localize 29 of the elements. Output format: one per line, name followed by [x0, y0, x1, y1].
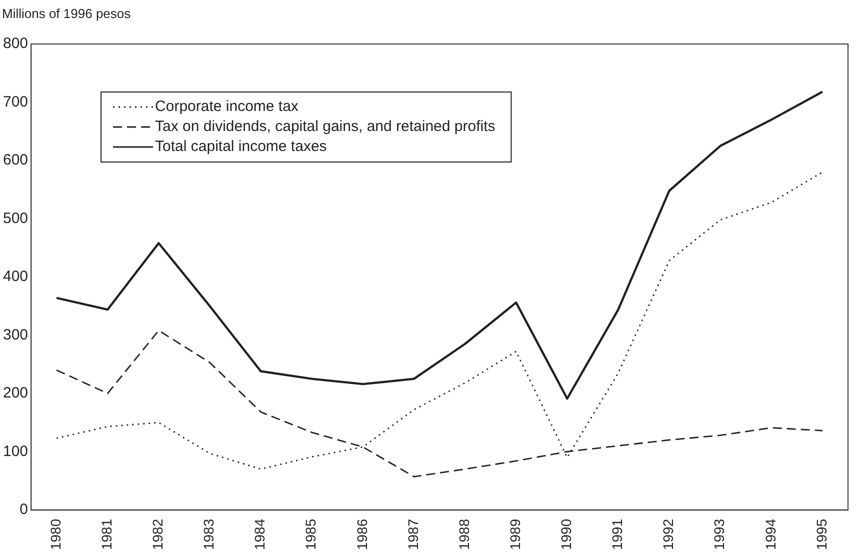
x-tick-label: 1994 [762, 518, 778, 550]
x-tick-label: 1992 [660, 518, 676, 550]
x-tick-label: 1984 [252, 518, 268, 550]
x-tick-label: 1985 [302, 518, 319, 550]
x-tick-label: 1995 [813, 518, 830, 550]
y-tick-label: 0 [20, 500, 28, 518]
x-tick-label: 1988 [456, 518, 472, 550]
x-tick-label: 1989 [506, 518, 523, 550]
legend-label: Tax on dividends, capital gains, and retained profits [155, 118, 496, 136]
x-tick-label: 1981 [98, 518, 114, 550]
y-tick-label: 400 [2, 268, 28, 286]
x-tick-label: 1993 [711, 518, 728, 550]
y-tick-label: 300 [2, 326, 28, 344]
x-tick-label: 1982 [150, 518, 166, 550]
x-tick-label: 1990 [558, 518, 574, 550]
x-tick-label: 1983 [200, 518, 217, 550]
y-tick-label: 600 [2, 152, 28, 169]
x-tick-label: 1987 [404, 518, 421, 550]
legend-label: Corporate income tax [155, 98, 299, 116]
y-tick-label: 200 [2, 384, 28, 402]
legend-label: Total capital income taxes [155, 138, 327, 156]
y-axis-title: Millions of 1996 pesos [2, 6, 132, 22]
x-tick-label: 1980 [47, 518, 64, 550]
x-tick-label: 1991 [609, 518, 626, 550]
y-tick-label: 500 [2, 210, 28, 227]
y-tick-label: 100 [2, 442, 28, 460]
y-tick-label: 700 [2, 93, 28, 110]
y-tick-label: 800 [2, 35, 28, 52]
x-tick-label: 1986 [354, 518, 370, 550]
